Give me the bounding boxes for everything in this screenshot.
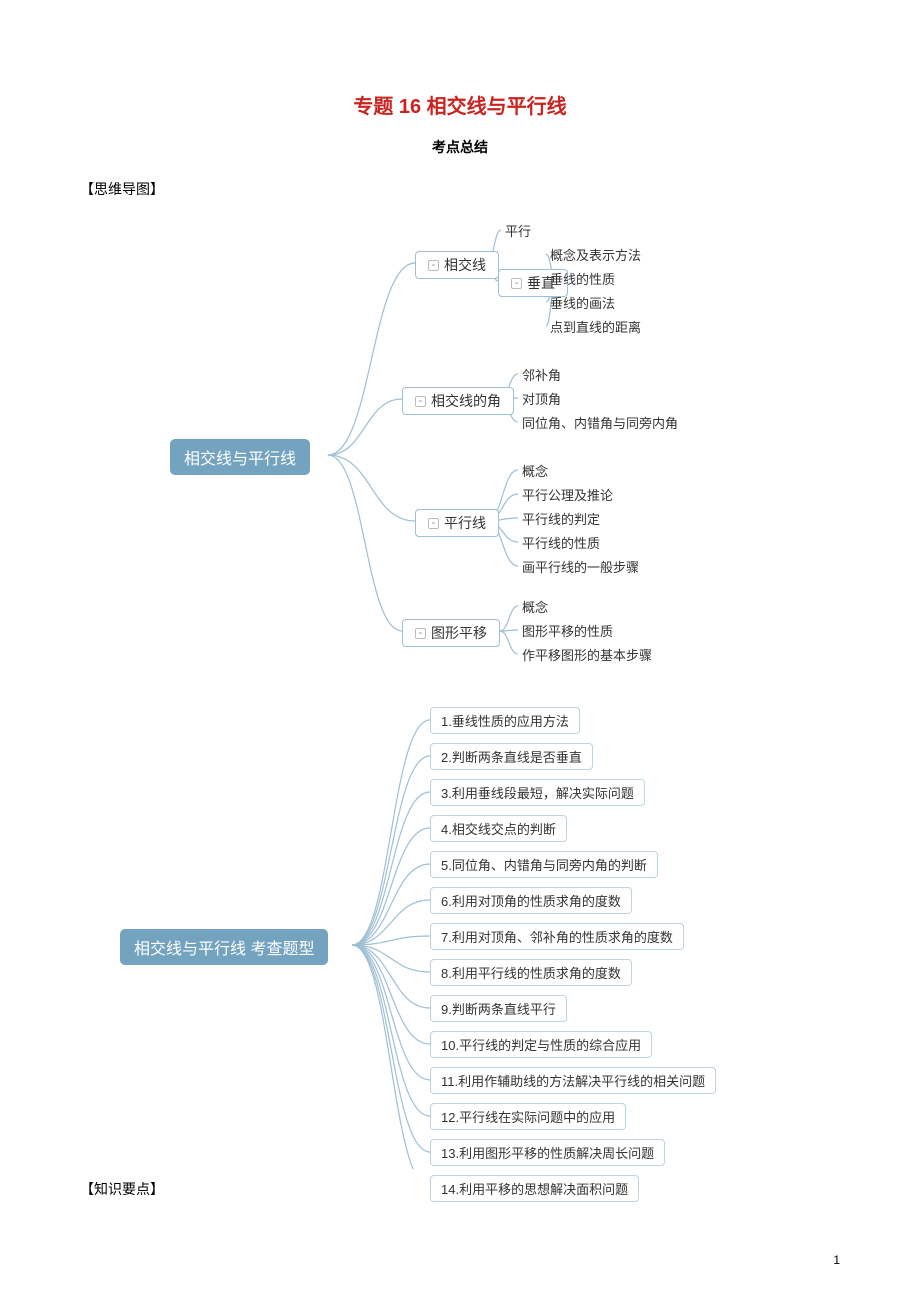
collapse-icon: -	[428, 518, 439, 529]
section-mindmap-head: 【思维导图】	[80, 179, 840, 199]
map1-leaf-2-2: 平行线的判定	[522, 509, 600, 528]
map1-subleaf-0-3: 点到直线的距离	[550, 317, 641, 336]
map1-branch-1: -相交线的角	[402, 387, 514, 415]
map1-leaf-1-1: 对顶角	[522, 389, 561, 408]
map2-item-13: 14.利用平移的思想解决面积问题	[430, 1175, 639, 1202]
map2-root: 相交线与平行线 考查题型	[120, 929, 328, 965]
map1-leaf-3-0: 概念	[522, 597, 548, 616]
map2-item-2: 3.利用垂线段最短，解决实际问题	[430, 779, 645, 806]
map2-item-9: 10.平行线的判定与性质的综合应用	[430, 1031, 652, 1058]
page-subtitle: 考点总结	[80, 137, 840, 157]
map1-leaf-3-2: 作平移图形的基本步骤	[522, 645, 652, 664]
map1-branch-1-label: 相交线的角	[431, 391, 501, 411]
collapse-icon: -	[511, 278, 522, 289]
map2-item-4: 5.同位角、内错角与同旁内角的判断	[430, 851, 658, 878]
map2-item-11: 12.平行线在实际问题中的应用	[430, 1103, 626, 1130]
map1-leaf-3-1: 图形平移的性质	[522, 621, 613, 640]
map1-root: 相交线与平行线	[170, 439, 310, 475]
map1-subleaf-0-0: 概念及表示方法	[550, 245, 641, 264]
map1-branch-2-label: 平行线	[444, 513, 486, 533]
map1-branch-3: -图形平移	[402, 619, 500, 647]
map2-item-3: 4.相交线交点的判断	[430, 815, 567, 842]
map2-item-10: 11.利用作辅助线的方法解决平行线的相关问题	[430, 1067, 716, 1094]
collapse-icon: -	[415, 628, 426, 639]
collapse-icon: -	[415, 396, 426, 407]
map1-leaf-1-0: 邻补角	[522, 365, 561, 384]
map2-item-5: 6.利用对顶角的性质求角的度数	[430, 887, 632, 914]
map2-item-6: 7.利用对顶角、邻补角的性质求角的度数	[430, 923, 684, 950]
map1-branch-2: -平行线	[415, 509, 499, 537]
map2-item-8: 9.判断两条直线平行	[430, 995, 567, 1022]
map1-leaf-2-3: 平行线的性质	[522, 533, 600, 552]
map1-leaf-2-1: 平行公理及推论	[522, 485, 613, 504]
connectors-svg	[80, 209, 840, 1169]
mindmap-container: 相交线与平行线-相交线平行-垂直概念及表示方法垂线的性质垂线的画法点到直线的距离…	[80, 209, 840, 1169]
map1-leaf-2-0: 概念	[522, 461, 548, 480]
map2-item-1: 2.判断两条直线是否垂直	[430, 743, 593, 770]
page-title: 专题 16 相交线与平行线	[80, 90, 840, 119]
map2-item-12: 13.利用图形平移的性质解决周长问题	[430, 1139, 665, 1166]
map1-subleaf-0-2: 垂线的画法	[550, 293, 615, 312]
map1-subleaf-0-1: 垂线的性质	[550, 269, 615, 288]
page-number: 1	[833, 1253, 840, 1267]
map1-leaf-0-0: 平行	[505, 221, 531, 240]
map1-leaf-2-4: 画平行线的一般步骤	[522, 557, 639, 576]
map1-branch-0-label: 相交线	[444, 255, 486, 275]
collapse-icon: -	[428, 260, 439, 271]
map1-branch-3-label: 图形平移	[431, 623, 487, 643]
map1-branch-0: -相交线	[415, 251, 499, 279]
map2-item-7: 8.利用平行线的性质求角的度数	[430, 959, 632, 986]
map1-leaf-1-2: 同位角、内错角与同旁内角	[522, 413, 678, 432]
map2-item-0: 1.垂线性质的应用方法	[430, 707, 580, 734]
